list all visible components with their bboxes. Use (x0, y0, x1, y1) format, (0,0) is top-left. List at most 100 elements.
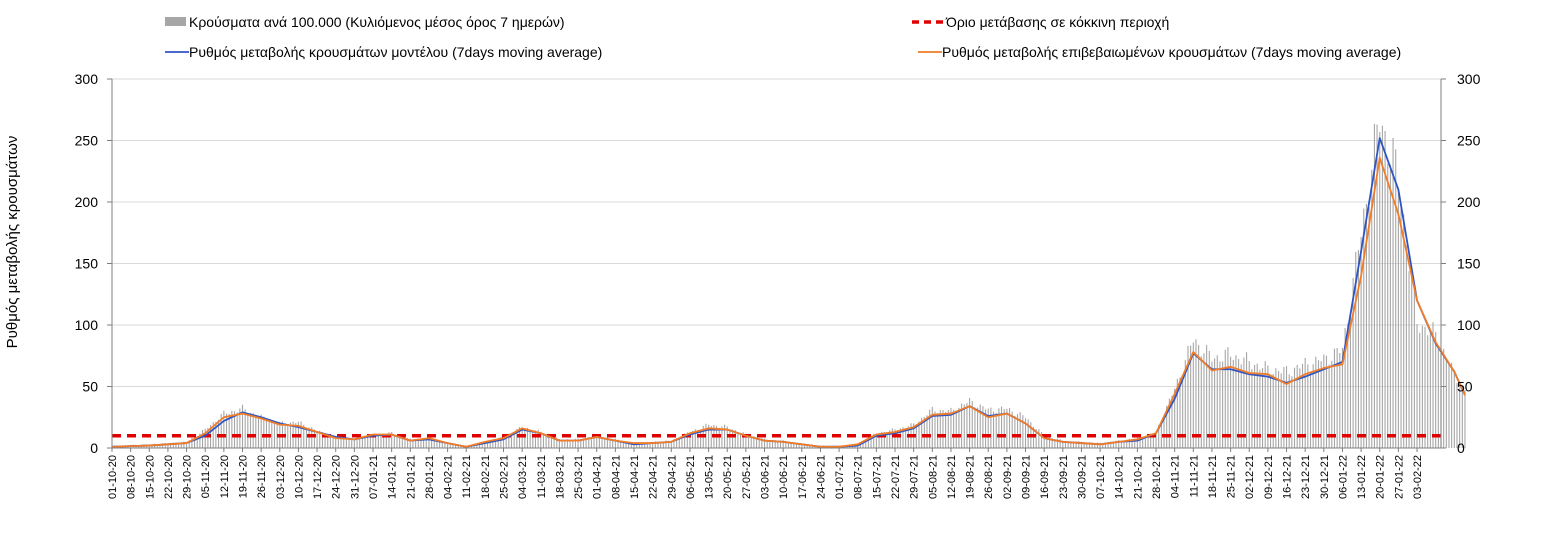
bar (444, 442, 446, 448)
bar (1451, 362, 1453, 448)
bar (1152, 433, 1154, 448)
bar (540, 431, 542, 448)
bar (1331, 360, 1333, 448)
bar (793, 442, 795, 448)
bar (998, 408, 1000, 448)
bar (694, 429, 696, 448)
bar (1336, 348, 1338, 448)
bar (223, 410, 225, 448)
x-tick-label: 15-10-20 (144, 455, 156, 499)
bar (1227, 347, 1229, 448)
bar (718, 427, 720, 448)
bar (556, 437, 558, 448)
bar (700, 429, 702, 448)
bar (681, 436, 683, 448)
bar (377, 434, 379, 448)
bar (545, 433, 547, 448)
bar (1014, 415, 1016, 448)
bar (1099, 442, 1101, 448)
x-tick-label: 30-09-21 (1076, 455, 1088, 499)
x-tick-label: 24-12-20 (331, 455, 343, 499)
bar (308, 427, 310, 448)
bar (977, 407, 979, 448)
bar (335, 437, 337, 448)
bar (415, 439, 417, 448)
y-tick-label-right: 250 (1457, 133, 1481, 149)
y-tick-label-right: 0 (1457, 440, 1465, 456)
y-tick-labels-right: 0 50 100 150 200 250 300 (1457, 71, 1481, 456)
bar (1291, 376, 1293, 448)
bar (1309, 371, 1312, 448)
bar (1195, 339, 1197, 448)
bar (1256, 363, 1258, 448)
bar (737, 432, 739, 448)
bar (1427, 335, 1429, 448)
bar (561, 439, 563, 448)
bar (305, 428, 307, 448)
bar (1363, 208, 1365, 448)
bar (1264, 361, 1266, 448)
bar (1248, 361, 1250, 448)
bar (420, 438, 422, 448)
bar (961, 403, 963, 448)
bar (518, 427, 521, 448)
bar (1403, 214, 1405, 448)
bar (1168, 398, 1170, 448)
bar (412, 439, 414, 448)
bar (324, 434, 326, 448)
bar (641, 443, 643, 448)
bar (803, 444, 806, 448)
bar (1317, 360, 1320, 448)
bar (1056, 438, 1059, 448)
legend-bars-label: Κρούσματα ανά 100.000 (Κυλιόμενος μέσος … (189, 14, 565, 30)
bar (1035, 428, 1037, 448)
bar (199, 433, 201, 448)
bar (1110, 441, 1112, 448)
legend-confirmed-label: Ρυθμός μεταβολής επιβεβαιωμένων κρουσμάτ… (942, 44, 1401, 60)
bar (1150, 433, 1152, 448)
bar (742, 432, 744, 448)
bar (476, 443, 478, 448)
bar (572, 439, 574, 448)
x-tick-label: 19-08-21 (965, 455, 977, 499)
bar (732, 429, 734, 448)
x-tick-label: 03-02-22 (1412, 455, 1424, 499)
bar (1259, 369, 1261, 448)
bar (393, 434, 395, 448)
bar (1198, 344, 1200, 448)
bar (758, 438, 760, 448)
bar (859, 442, 861, 448)
bar (1456, 383, 1458, 448)
gridlines (112, 78, 1441, 387)
x-tick-label: 06-05-21 (685, 455, 697, 499)
bar (945, 412, 947, 448)
bar (407, 438, 409, 448)
bar (985, 409, 987, 448)
bar (170, 442, 172, 448)
bar (947, 410, 949, 448)
bar (612, 438, 614, 448)
x-tick-label: 26-11-20 (256, 455, 268, 498)
bar (321, 432, 323, 448)
bar (417, 438, 419, 448)
bar (175, 442, 177, 448)
bar (1445, 358, 1447, 448)
bar (252, 412, 254, 448)
bar (1240, 364, 1242, 448)
bar (311, 427, 313, 448)
bar (785, 441, 787, 448)
bar (1448, 364, 1450, 448)
bar (484, 441, 486, 448)
bar (915, 424, 917, 448)
bar (494, 439, 497, 448)
bar (558, 438, 560, 448)
bar (257, 416, 260, 448)
x-tick-label: 02-12-21 (1244, 455, 1256, 499)
bar (1283, 367, 1285, 448)
bar (740, 432, 742, 448)
bar (1112, 441, 1114, 448)
bar (1365, 203, 1367, 448)
bar (750, 436, 752, 448)
bar (383, 434, 385, 448)
bar (1120, 440, 1122, 448)
